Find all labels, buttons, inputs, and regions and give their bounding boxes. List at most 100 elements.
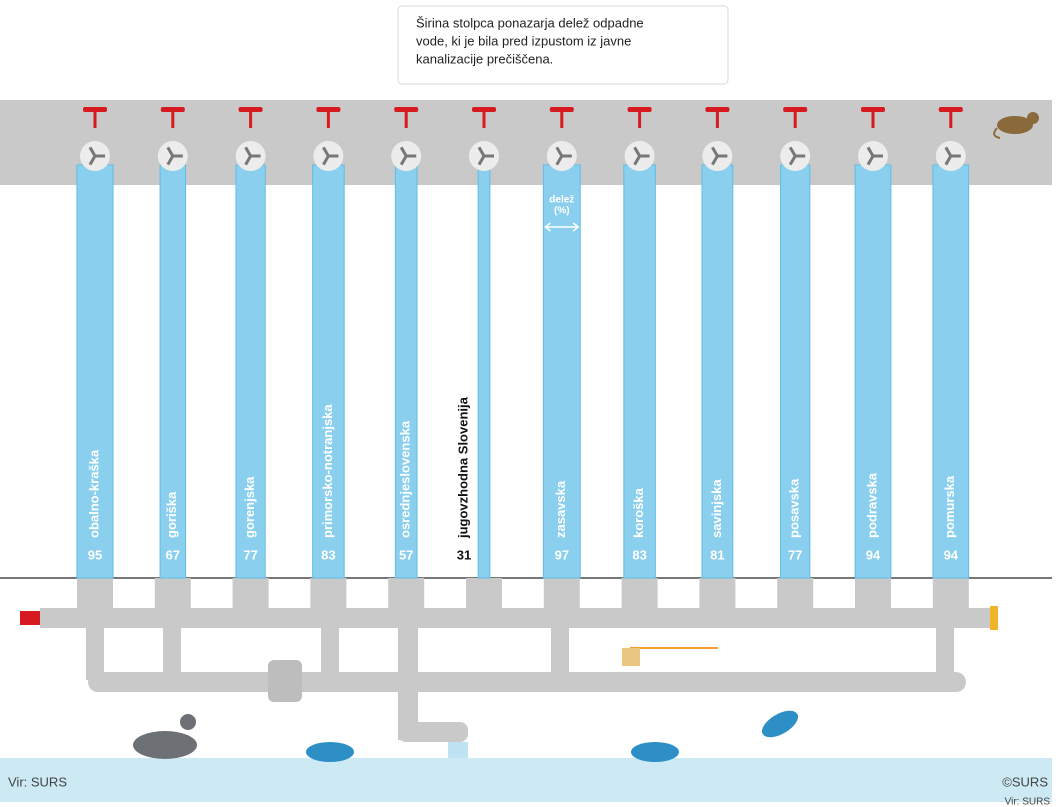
valve-handle — [938, 107, 963, 112]
fan-blade — [244, 155, 252, 166]
rat-body — [997, 116, 1033, 134]
fan-blade — [633, 146, 641, 157]
connector — [154, 578, 191, 610]
column — [477, 164, 491, 579]
legend-label: delež — [549, 195, 574, 206]
main-pipe — [40, 608, 990, 628]
valve-handle — [472, 107, 496, 112]
fish-jump — [761, 710, 799, 738]
fan-blade — [944, 155, 953, 166]
drain-pipe — [398, 600, 418, 740]
connector — [388, 578, 425, 610]
column-label: gorenjska — [242, 476, 257, 538]
column-label: obalno-kraška — [86, 449, 101, 538]
connector — [232, 578, 269, 610]
value-label: 31 — [457, 547, 471, 562]
legend-arrowheads — [544, 222, 580, 232]
fan-blade — [399, 146, 408, 157]
pipe-link — [163, 620, 181, 680]
copyright: ©SURS — [1002, 774, 1048, 789]
fan-blade — [88, 155, 97, 166]
valve-handle — [861, 107, 885, 112]
column-label: jugovzhodna Slovenija — [455, 396, 470, 539]
column-label: posavska — [787, 478, 802, 538]
fan-blade — [711, 146, 719, 157]
valve-handle — [627, 107, 652, 112]
fan-blade — [477, 155, 486, 166]
fan-blade — [555, 146, 564, 157]
valve-handle — [783, 107, 808, 112]
drain-outlet — [398, 722, 468, 742]
fan-blade — [944, 146, 953, 157]
fan-blade — [711, 155, 719, 166]
lower-pipe — [88, 672, 966, 692]
connector — [621, 578, 658, 610]
value-label: 81 — [710, 547, 724, 562]
value-label: 57 — [399, 547, 413, 562]
value-label: 94 — [944, 547, 959, 562]
valve-left — [20, 611, 40, 625]
column-label: zasavska — [553, 480, 568, 538]
connector — [77, 578, 113, 610]
column-label: pomurska — [942, 475, 957, 538]
fan-blade — [166, 146, 175, 157]
note-box — [397, 5, 729, 85]
connector — [777, 578, 814, 610]
valve-handle — [705, 107, 730, 112]
column — [854, 164, 892, 579]
column — [159, 164, 187, 579]
valve-handle — [160, 107, 185, 112]
value-label: 77 — [243, 547, 257, 562]
column — [542, 164, 581, 579]
connector — [466, 578, 502, 610]
value-label: 95 — [88, 547, 102, 562]
source: Vir: SURS — [8, 774, 67, 789]
note-text: vode, ki je bila pred izpustom iz javne — [416, 33, 631, 48]
value-label: 83 — [632, 547, 646, 562]
column — [932, 164, 970, 579]
column-label: podravska — [864, 472, 879, 538]
water — [0, 758, 1052, 802]
value-label: 97 — [555, 547, 569, 562]
fitting-right — [990, 606, 998, 630]
fan-blade — [244, 146, 252, 157]
column — [312, 164, 345, 579]
column — [780, 164, 811, 579]
legend-unit: (%) — [554, 206, 570, 217]
valve-handle — [549, 107, 574, 112]
valve-handle — [83, 107, 107, 112]
value-label: 94 — [866, 547, 881, 562]
note-text: Širina stolpca ponazarja delež odpadne — [416, 15, 644, 30]
fan-blade — [788, 146, 797, 157]
column-label: goriška — [164, 491, 179, 538]
column — [235, 164, 266, 579]
connector — [310, 578, 347, 610]
pipe-link — [551, 620, 569, 680]
duck — [133, 731, 197, 759]
fan-blade — [322, 146, 330, 157]
fish — [306, 742, 354, 762]
fan-blade — [555, 155, 564, 166]
column — [701, 164, 734, 579]
top-pipe — [0, 100, 1052, 185]
fan-blade — [866, 155, 875, 166]
valve-handle — [394, 107, 419, 112]
connector — [699, 578, 736, 610]
valve-handle — [238, 107, 263, 112]
pipe-link — [936, 620, 954, 680]
valve-handle — [316, 107, 341, 112]
fan-blade — [322, 155, 330, 166]
pipe-link — [86, 620, 104, 680]
tank — [622, 648, 640, 666]
fan-blade — [788, 155, 797, 166]
connector — [932, 578, 969, 610]
filter — [268, 660, 302, 702]
source-clipped: Vir: SURS — [1005, 797, 1051, 807]
duck-head — [180, 714, 196, 730]
column-label: osrednjeslovenska — [398, 420, 413, 538]
column-label: primorsko-notranjska — [320, 404, 335, 538]
column-label: koroška — [631, 487, 646, 538]
note-text: kanalizacije prečiščena. — [416, 51, 553, 66]
fan-blade — [166, 155, 175, 166]
